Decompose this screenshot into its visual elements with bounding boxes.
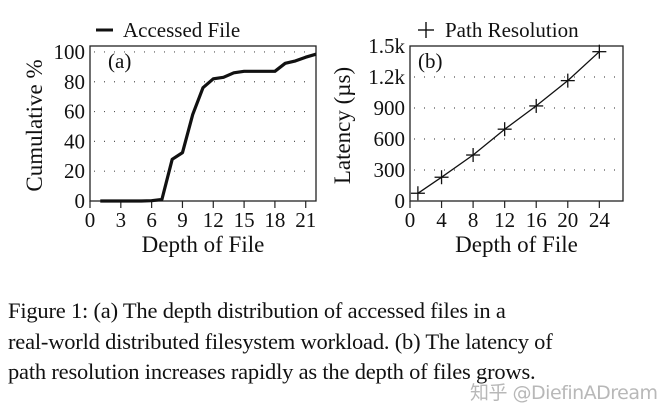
x-tick-label: 24 (589, 208, 611, 232)
x-tick-label: 20 (557, 208, 578, 232)
x-tick-label: 12 (494, 208, 515, 232)
x-axis-label: Depth of File (455, 232, 578, 257)
plus-marker-icon (497, 122, 512, 137)
x-tick-label: 6 (146, 208, 157, 232)
plot-frame (409, 45, 624, 202)
y-axis-label: Latency (µs) (330, 67, 355, 184)
y-tick-label: 100 (54, 40, 86, 64)
plus-marker-icon (560, 73, 575, 88)
caption-line-1: Figure 1: (a) The depth distribution of … (8, 298, 506, 323)
legend: Path Resolution (418, 18, 579, 42)
gridlines (414, 76, 621, 171)
plus-marker-icon (410, 186, 425, 201)
plus-marker-icon (529, 98, 544, 113)
plus-marker-icon (434, 170, 449, 185)
caption-line-2: real-world distributed filesystem worklo… (8, 328, 553, 354)
y-tick-label: 60 (64, 100, 85, 124)
plus-marker-icon (466, 148, 481, 163)
x-axis: 0 3 6 9 12 15 18 21 (85, 201, 316, 232)
figure-caption: Figure 1: (a) The depth distribution of … (8, 296, 658, 388)
y-tick-label: 1.5k (368, 34, 405, 58)
watermark: 知乎 @DiefinADream (470, 382, 658, 404)
x-tick-label: 15 (234, 208, 255, 232)
y-tick-label: 40 (64, 129, 85, 153)
x-tick-label: 12 (203, 208, 224, 232)
x-tick-label: 9 (177, 208, 188, 232)
x-tick-label: 18 (264, 208, 285, 232)
series-line (417, 51, 600, 194)
legend-label: Path Resolution (445, 18, 579, 42)
y-axis-label: Cumulative % (22, 59, 47, 191)
legend-label: Accessed File (123, 18, 240, 42)
y-tick-label: 1.2k (368, 65, 405, 89)
y-tick-label: 20 (64, 159, 85, 183)
x-tick-label: 0 (85, 208, 96, 232)
x-axis: 0 4 8 12 16 20 24 (405, 201, 611, 232)
y-tick-label: 600 (374, 127, 406, 151)
plus-marker-icon (592, 44, 607, 59)
panel-label: (a) (108, 49, 131, 73)
legend: Accessed File (96, 18, 240, 42)
x-tick-label: 16 (526, 208, 547, 232)
x-tick-label: 8 (468, 208, 479, 232)
x-axis-label: Depth of File (142, 232, 265, 257)
y-tick-label: 900 (374, 96, 406, 120)
x-tick-label: 3 (116, 208, 127, 232)
plot-frame (89, 45, 317, 202)
series-line (100, 52, 317, 203)
y-axis: 0 300 600 900 1.2k 1.5k (368, 34, 405, 213)
y-tick-label: 300 (374, 158, 406, 182)
x-tick-label: 4 (436, 208, 447, 232)
figure: 0 20 40 60 80 100 0 3 6 9 12 15 18 21 Depth of File Cum… (22, 18, 624, 257)
y-tick-label: 80 (64, 70, 85, 94)
y-tick-label: 0 (75, 189, 86, 213)
caption-line-3: path resolution increases rapidly as the… (8, 359, 536, 384)
series-markers (410, 44, 607, 201)
x-tick-label: 21 (295, 208, 316, 232)
panel-label: (b) (418, 49, 443, 73)
gridlines (94, 51, 314, 172)
y-tick-label: 0 (395, 189, 406, 213)
legend-plus-icon (418, 22, 434, 38)
y-axis: 0 20 40 60 80 100 (54, 40, 86, 213)
x-tick-label: 0 (405, 208, 416, 232)
